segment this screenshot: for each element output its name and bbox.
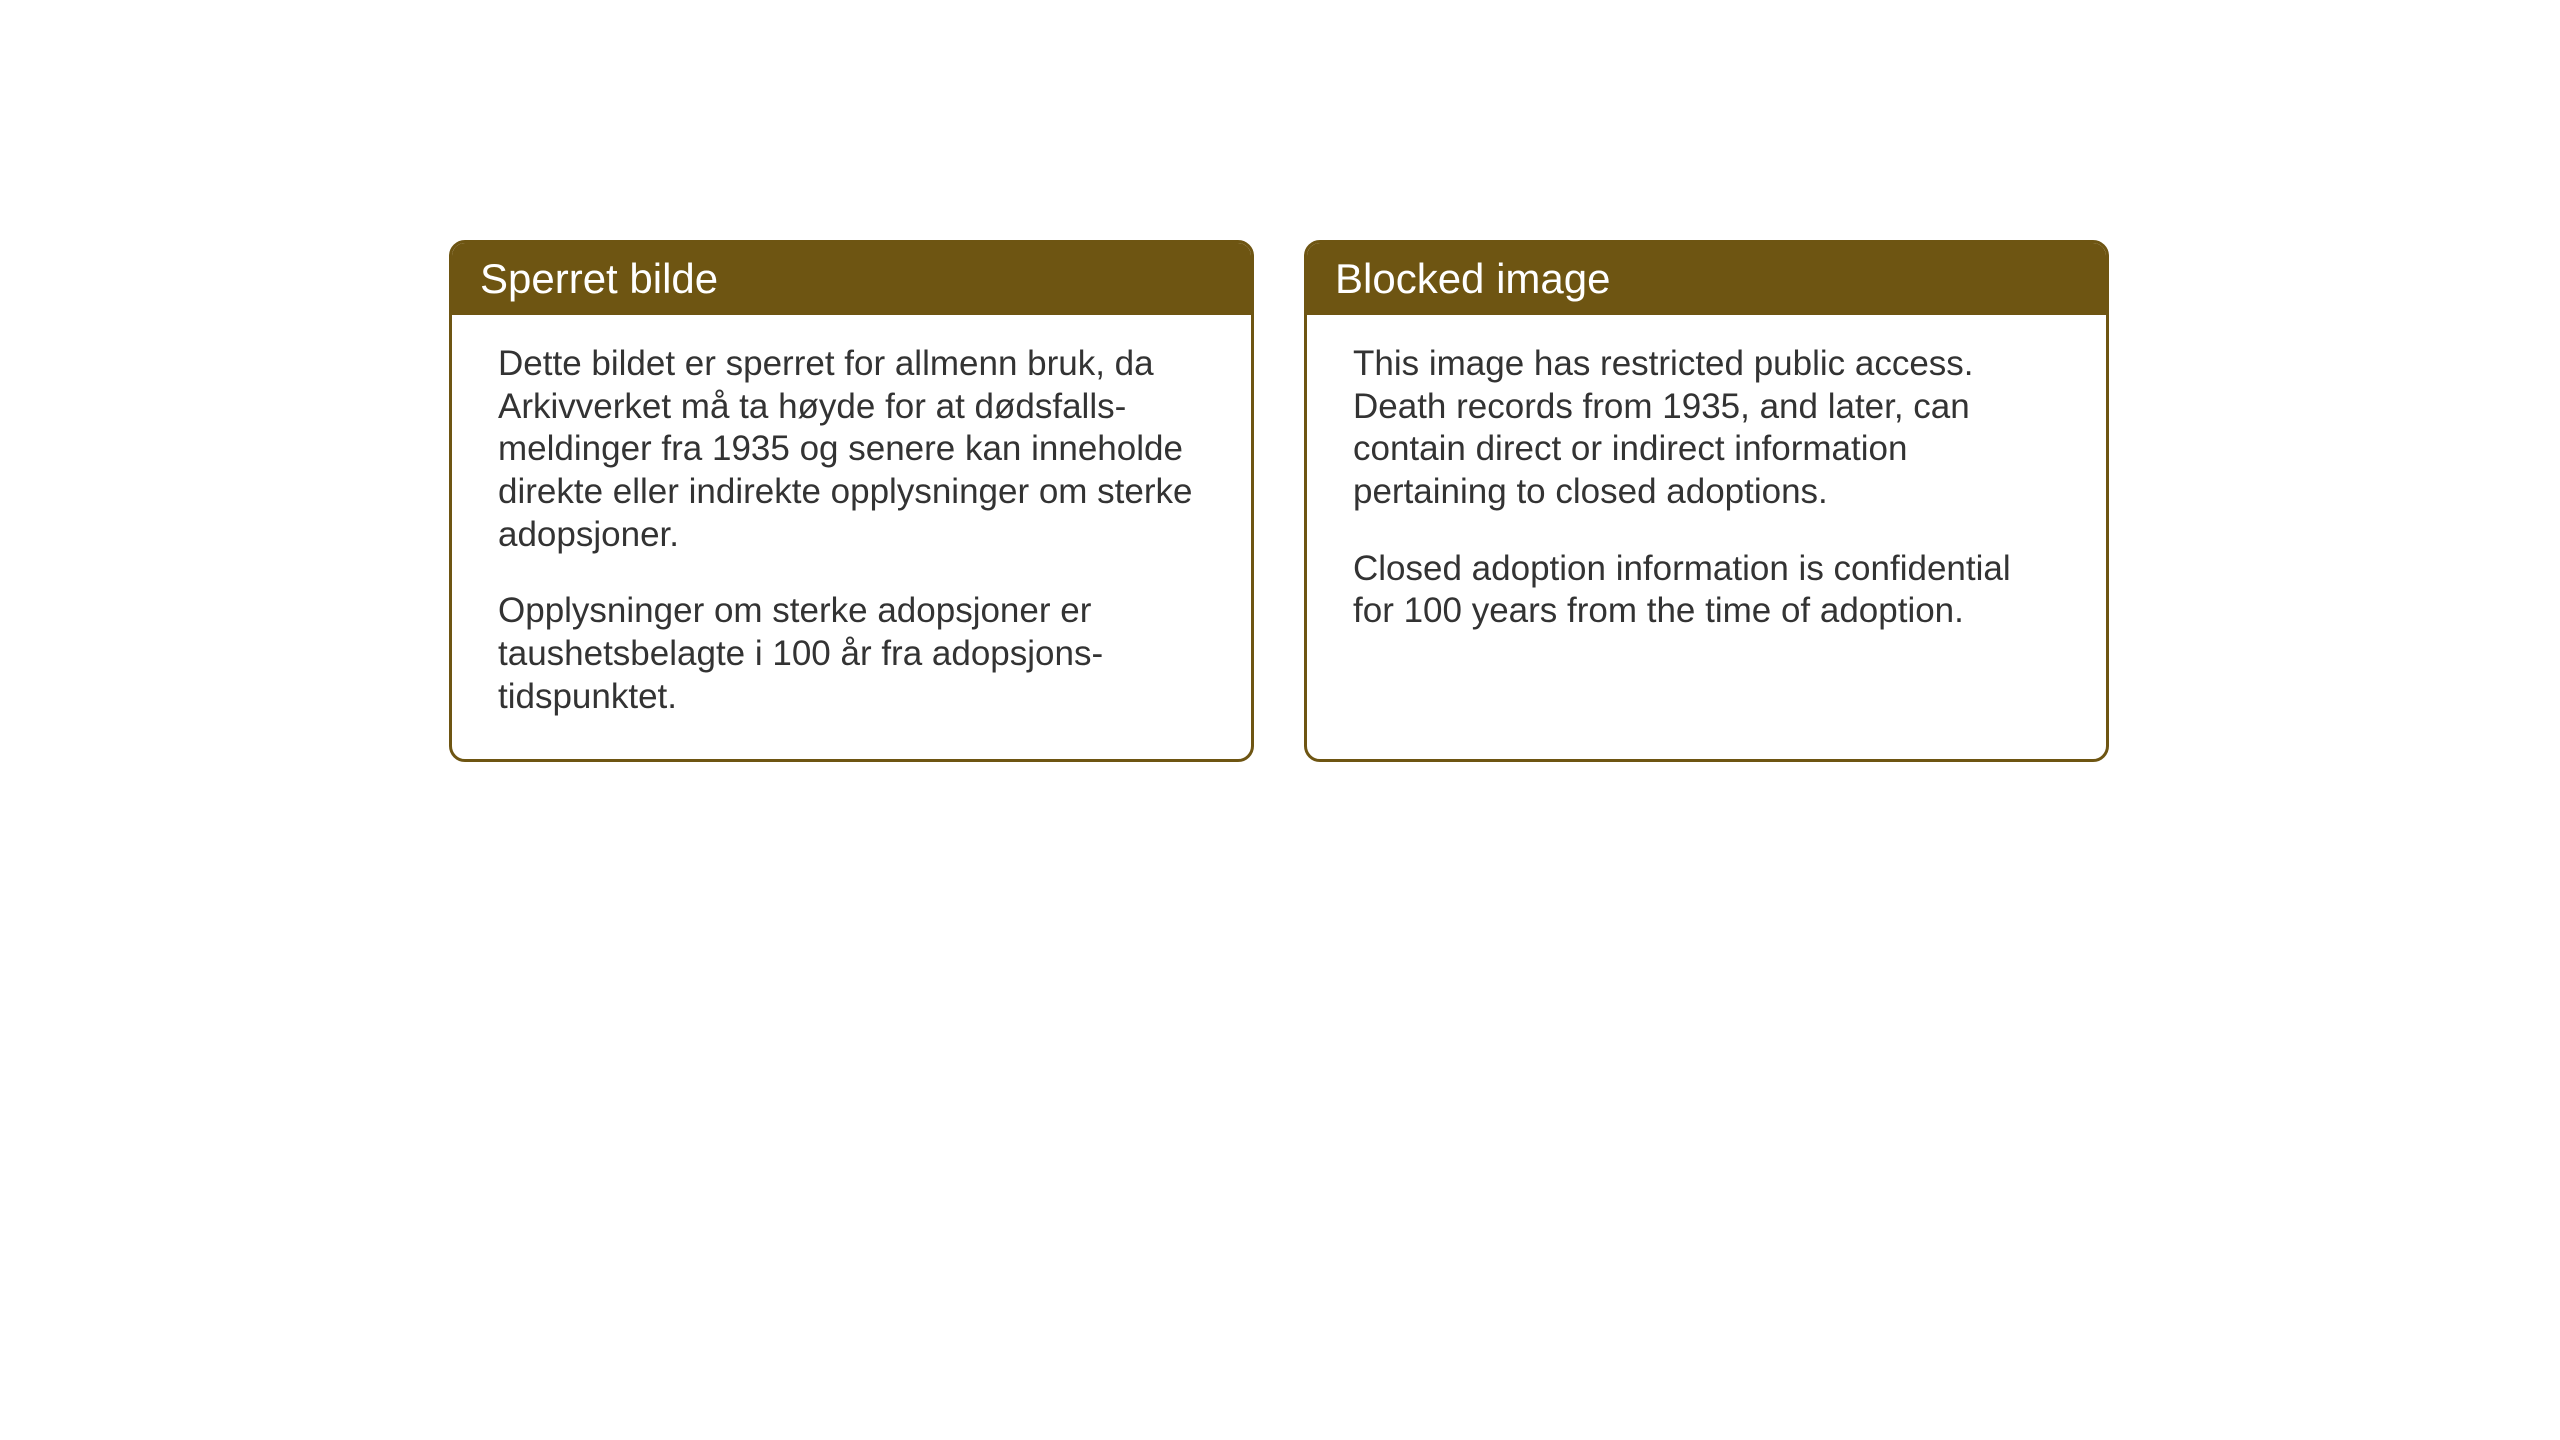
card-title: Blocked image bbox=[1335, 255, 1610, 302]
notice-container: Sperret bilde Dette bildet er sperret fo… bbox=[449, 240, 2109, 762]
notice-card-english: Blocked image This image has restricted … bbox=[1304, 240, 2109, 762]
card-body-norwegian: Dette bildet er sperret for allmenn bruk… bbox=[452, 315, 1251, 759]
card-header-norwegian: Sperret bilde bbox=[452, 243, 1251, 315]
card-paragraph: Closed adoption information is confident… bbox=[1353, 548, 2060, 633]
notice-card-norwegian: Sperret bilde Dette bildet er sperret fo… bbox=[449, 240, 1254, 762]
card-header-english: Blocked image bbox=[1307, 243, 2106, 315]
card-paragraph: This image has restricted public access.… bbox=[1353, 343, 2060, 514]
card-body-english: This image has restricted public access.… bbox=[1307, 315, 2106, 673]
card-title: Sperret bilde bbox=[480, 255, 718, 302]
card-paragraph: Dette bildet er sperret for allmenn bruk… bbox=[498, 343, 1205, 556]
card-paragraph: Opplysninger om sterke adopsjoner er tau… bbox=[498, 590, 1205, 718]
